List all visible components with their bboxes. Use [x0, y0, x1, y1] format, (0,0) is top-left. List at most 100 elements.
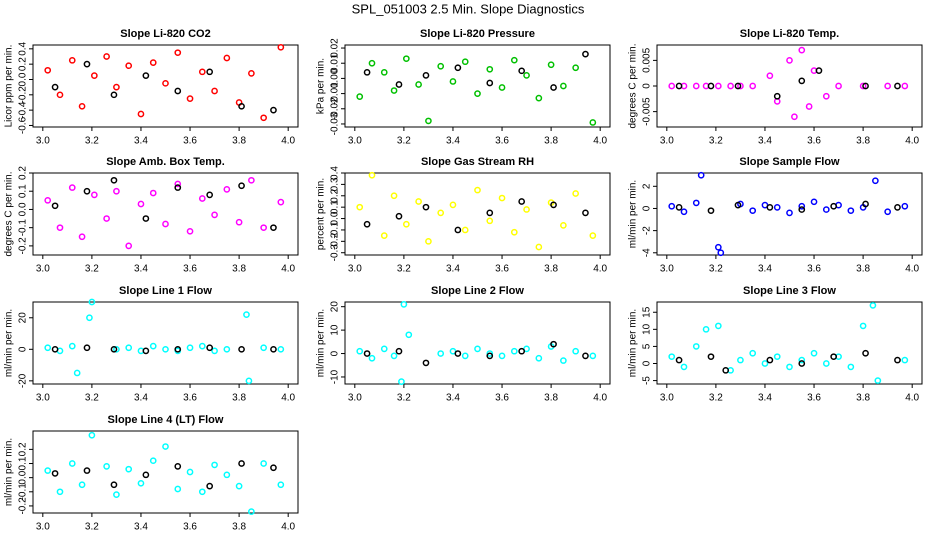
data-point — [449, 201, 457, 209]
y-axis-label: kPa per min. — [316, 58, 327, 114]
data-point — [761, 360, 769, 367]
data-point — [198, 68, 206, 76]
y-tick-label: -0.005 — [642, 97, 653, 126]
data-point — [474, 345, 481, 353]
data-point — [395, 81, 403, 88]
data-point — [277, 345, 285, 353]
data-point — [692, 82, 700, 90]
x-tick-label: 3.0 — [348, 264, 362, 275]
data-point — [498, 194, 506, 202]
data-point — [238, 102, 245, 110]
data-point — [368, 59, 376, 67]
data-point — [68, 184, 76, 191]
data-point — [498, 352, 506, 360]
data-point — [874, 377, 882, 384]
y-tick-label: -0.2 — [330, 232, 341, 250]
data-point — [415, 198, 422, 205]
data-point — [270, 464, 277, 472]
data-point — [162, 79, 169, 87]
plot-frame — [344, 301, 611, 385]
data-point — [773, 92, 781, 100]
data-point — [830, 353, 838, 361]
data-point — [589, 352, 597, 360]
data-point — [707, 82, 715, 90]
x-tick-label: 3.8 — [232, 136, 246, 147]
x-tick-label: 3.4 — [134, 522, 148, 533]
data-point — [523, 72, 530, 79]
data-point — [498, 84, 506, 91]
data-point — [737, 82, 744, 90]
data-point — [110, 91, 118, 99]
data-point — [437, 62, 445, 70]
data-point — [680, 208, 688, 216]
data-point — [461, 58, 469, 66]
panel: Slope Li-820 Pressure 3.0 3.2 3.4 3.6 3.8 4.0 -… — [316, 28, 611, 147]
data-point — [901, 356, 909, 364]
data-point — [186, 344, 194, 352]
data-point — [680, 363, 688, 371]
data-point — [589, 232, 597, 239]
y-axis-label: degrees C per min. — [4, 171, 15, 256]
data-point — [206, 482, 214, 490]
data-point — [454, 350, 462, 357]
data-point — [44, 196, 52, 204]
y-tick-label: 0.005 — [642, 47, 653, 72]
data-point — [560, 82, 567, 90]
x-tick-label: 3.8 — [856, 136, 870, 147]
plot-frame — [344, 44, 611, 128]
panel-title: Slope Sample Flow — [739, 156, 840, 168]
panel: Slope Amb. Box Temp. 3.0 3.2 3.4 3.6 3.8 4.0 -0… — [4, 156, 299, 275]
x-tick-label: 4.0 — [281, 522, 295, 533]
data-point — [142, 347, 150, 355]
data-point — [707, 207, 715, 215]
x-tick-label: 3.6 — [807, 393, 821, 404]
data-point — [363, 68, 371, 76]
data-point — [572, 64, 579, 72]
panel-title: Slope Li-820 Temp. — [740, 28, 839, 40]
data-point — [786, 209, 793, 217]
x-tick-label: 3.6 — [183, 393, 197, 404]
data-point — [815, 67, 823, 74]
y-tick-label: 0.0 — [18, 202, 29, 216]
data-point — [260, 224, 267, 232]
data-point — [51, 83, 59, 91]
data-point — [798, 46, 806, 54]
data-point — [198, 342, 206, 350]
data-point — [422, 203, 430, 211]
x-tick-label: 4.0 — [905, 393, 919, 404]
data-point — [51, 470, 59, 477]
data-point — [535, 243, 543, 251]
data-point — [425, 117, 432, 125]
data-point — [162, 443, 169, 450]
data-point — [692, 199, 700, 207]
data-point — [422, 72, 430, 79]
data-point — [398, 378, 405, 386]
data-point — [454, 226, 462, 234]
data-point — [198, 488, 206, 496]
data-point — [835, 82, 842, 90]
data-point — [68, 342, 76, 350]
y-tick-label: 10 — [642, 323, 653, 335]
data-point — [869, 302, 877, 309]
panel: Slope Gas Stream RH 3.0 3.2 3.4 3.6 3.8 4.0 -0.… — [316, 156, 611, 275]
data-point — [277, 43, 285, 51]
data-point — [174, 485, 182, 493]
data-point — [90, 72, 98, 80]
data-point — [582, 352, 589, 360]
data-point — [749, 82, 757, 90]
data-point — [901, 202, 909, 210]
data-point — [223, 345, 231, 353]
data-point — [223, 186, 231, 193]
y-axis-label: ml/min per min. — [628, 309, 639, 377]
data-point — [78, 233, 86, 241]
data-point — [113, 187, 120, 195]
data-point — [142, 72, 150, 80]
data-point — [589, 119, 597, 126]
data-point — [88, 431, 96, 439]
data-point — [390, 192, 398, 200]
data-point — [211, 211, 218, 219]
y-tick-label: 0.1 — [18, 184, 29, 198]
data-point — [894, 82, 901, 90]
data-point — [461, 226, 469, 234]
panel: Slope Line 2 Flow 3.0 3.2 3.4 3.6 3.8 4.0 -10 0 1… — [316, 285, 611, 404]
